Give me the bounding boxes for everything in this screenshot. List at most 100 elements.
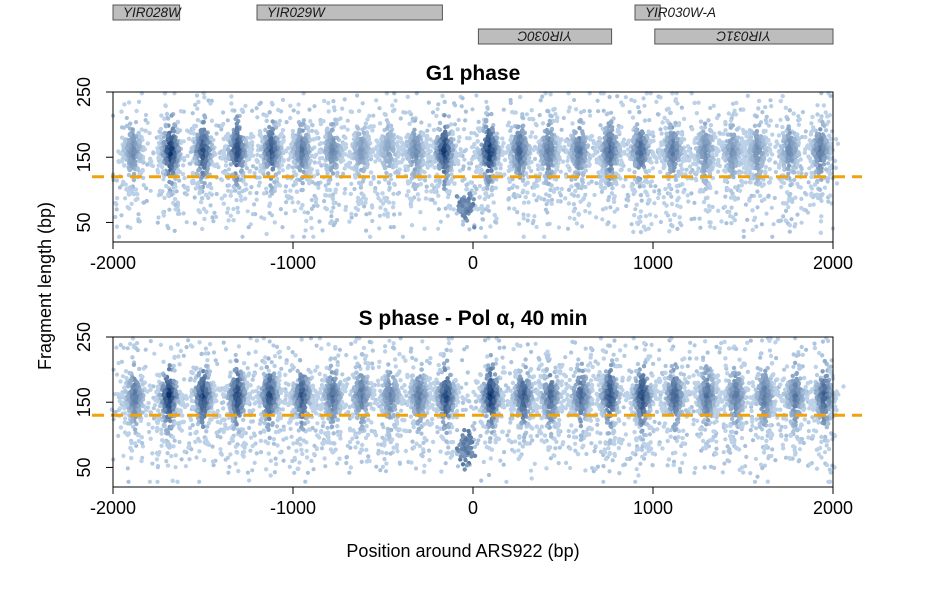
fragment-point [196,168,201,173]
fragment-point [529,108,534,113]
fragment-point [332,161,338,167]
fragment-point [515,210,520,215]
fragment-point [352,172,358,178]
fragment-point [587,109,592,114]
fragment-point [684,167,689,172]
fragment-point [309,197,314,203]
fragment-point [384,145,389,150]
fragment-point [304,218,309,224]
fragment-point [473,169,479,174]
fragment-point [609,153,615,158]
fragment-point [603,141,608,147]
fragment-point [605,154,610,159]
fragment-point [489,168,494,173]
fragment-point [532,214,537,219]
fragment-point [269,100,274,105]
fragment-point [386,151,391,156]
fragment-point [316,185,321,190]
fragment-point [377,213,382,218]
fragment-point [572,216,577,221]
fragment-point [315,203,320,208]
fragment-point [612,224,617,229]
fragment-point [825,161,831,166]
fragment-point [596,109,601,114]
fragment-point [657,191,662,196]
fragment-point [305,125,311,130]
fragment-point [380,191,385,196]
fragment-point [343,142,349,147]
fragment-point [445,213,450,218]
fragment-point [767,167,772,172]
fragment-point [162,130,167,136]
fragment-point [656,195,661,201]
fragment-point [519,160,525,165]
fragment-point [172,196,178,202]
fragment-point [609,124,615,130]
fragment-point [491,200,496,205]
fragment-point [514,163,519,168]
fragment-point [764,114,769,119]
fragment-point [403,110,408,115]
fragment-point [526,213,531,218]
fragment-point [507,187,512,192]
fragment-point [484,99,489,104]
fragment-point [729,205,734,210]
fragment-point [288,115,293,121]
fragment-point [648,183,653,189]
fragment-point [149,163,154,168]
fragment-point [459,104,464,109]
fragment-point [397,211,402,216]
fragment-point [592,192,597,198]
fragment-point [131,177,137,183]
fragment-point [405,94,410,100]
fragment-point [349,109,355,115]
fragment-point [231,148,236,153]
fragment-point [456,139,461,144]
fragment-point [361,193,366,198]
fragment-point [567,105,572,110]
fragment-point [164,148,170,154]
fragment-point [361,160,366,166]
fragment-point [252,202,257,207]
fragment-point [542,234,547,239]
fragment-point [366,125,372,130]
gene-label: YIR030W-A [645,5,716,20]
fragment-point [546,163,551,168]
fragment-point [368,170,374,175]
fragment-point [195,106,200,111]
fragment-point [322,199,327,204]
fragment-point [450,147,455,152]
gene-box [654,28,834,45]
fragment-point [477,195,482,200]
fragment-point [272,179,277,185]
fragment-point [224,136,229,141]
fragment-point [264,161,269,166]
fragment-point [317,219,322,224]
fragment-point [169,113,174,118]
fragment-point [610,186,615,191]
fragment-point [176,146,182,151]
fragment-point [458,147,463,152]
fragment-point [209,186,214,191]
fragment-point [552,106,557,112]
fragment-point [547,221,552,226]
fragment-point [583,163,588,169]
fragment-point [365,133,370,138]
fragment-point [126,143,131,148]
fragment-point [252,171,257,176]
fragment-point [204,145,210,151]
fragment-point [537,144,542,150]
fragment-point [200,226,205,232]
fragment-point [135,167,141,173]
fragment-point [654,99,659,104]
fragment-point [208,203,213,208]
fragment-point [258,132,263,137]
fragment-point [436,226,441,231]
fragment-point [309,225,314,231]
fragment-point [243,196,248,201]
fragment-point [481,151,486,156]
fragment-point [507,155,513,160]
fragment-point [213,163,218,169]
fragment-point [361,130,367,136]
fragment-point [272,220,277,225]
